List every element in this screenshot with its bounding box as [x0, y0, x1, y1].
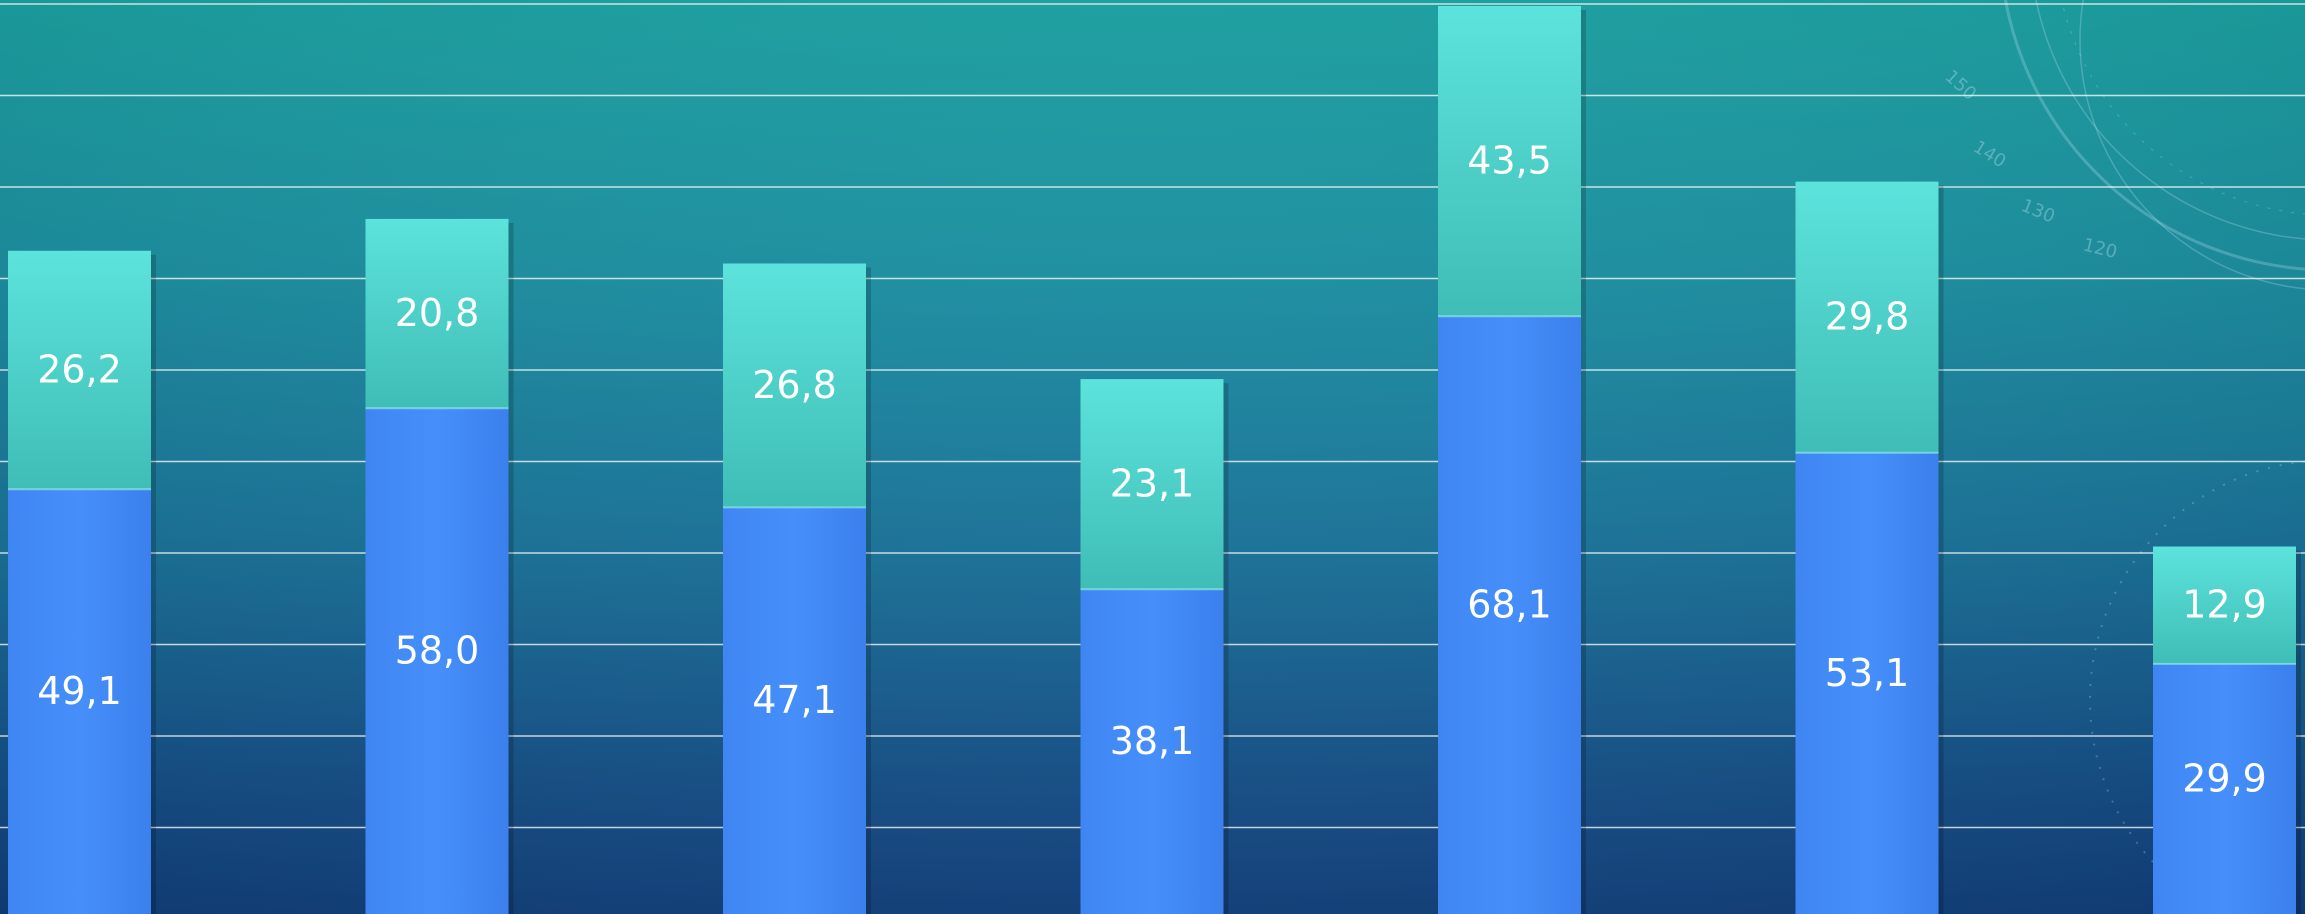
data-label-series-1: 58,0 — [395, 629, 480, 673]
data-label-series-2: 26,2 — [37, 347, 122, 391]
data-label-series-2: 23,1 — [1110, 462, 1195, 506]
data-label-series-1: 68,1 — [1467, 583, 1552, 627]
data-label-series-1: 29,9 — [2182, 756, 2267, 800]
data-label-series-2: 43,5 — [1467, 139, 1552, 183]
data-label-series-2: 12,9 — [2182, 583, 2267, 627]
data-label-series-1: 53,1 — [1825, 651, 1910, 695]
data-label-series-1: 47,1 — [752, 678, 837, 722]
data-label-series-2: 26,8 — [752, 363, 837, 407]
data-label-series-2: 20,8 — [395, 291, 480, 335]
data-label-series-1: 38,1 — [1110, 719, 1195, 763]
data-label-series-2: 29,8 — [1825, 295, 1910, 339]
data-label-series-1: 49,1 — [37, 669, 122, 713]
